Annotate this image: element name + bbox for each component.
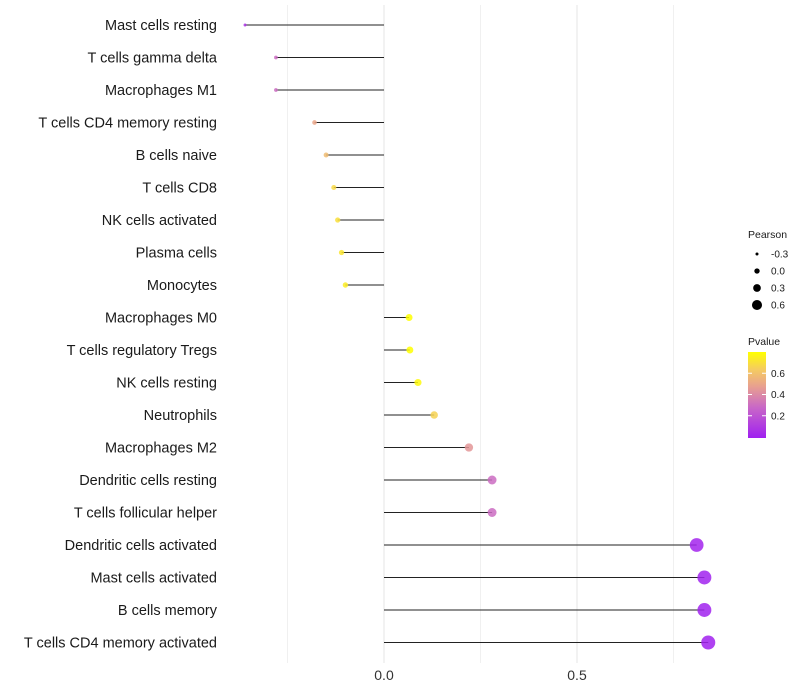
y-tick-label: T cells CD4 memory activated [24,636,217,652]
data-point [405,314,413,321]
y-axis-labels: Mast cells resting T cells gamma delta Mac… [24,18,218,652]
y-tick-label: Plasma cells [136,246,217,262]
y-tick-label: B cells naive [136,148,217,164]
legend-title-pearson: Pearson [748,229,787,241]
y-tick-label: B cells memory [118,603,218,619]
legend-size-key [754,268,760,274]
y-tick-label: T cells CD8 [142,181,217,197]
data-point [323,152,329,158]
data-point [312,120,317,125]
data-point [274,88,278,92]
data-point [487,475,497,485]
y-tick-label: Macrophages M2 [105,441,217,457]
data-point [406,346,414,354]
y-tick-label: T cells gamma delta [88,51,218,67]
colorbar-label: 0.6 [771,369,785,380]
data-point [414,378,422,387]
y-tick-label: Macrophages M1 [105,83,217,99]
data-point [338,249,345,256]
y-tick-label: Mast cells resting [105,18,217,34]
colorbar [748,352,766,438]
y-tick-label: T cells follicular helper [74,506,217,522]
x-tick-label: 0.5 [567,667,587,683]
data-point [689,538,704,552]
data-point [331,184,337,191]
x-tick-label: 0.0 [374,667,394,683]
legend: Pearson -0.3 0.0 0.3 0.6 Pvalue 0.6 0.4 0.2 [748,229,789,438]
legend-size-label: 0.3 [771,284,785,295]
y-tick-label: Mast cells activated [90,571,217,587]
y-tick-label: Dendritic cells resting [79,473,217,489]
data-point [487,508,497,517]
legend-title-pvalue: Pvalue [748,336,780,348]
legend-size-key [751,299,763,311]
y-tick-label: Neutrophils [144,408,217,424]
y-tick-label: NK cells resting [116,376,217,392]
y-tick-label: T cells regulatory Tregs [67,343,217,359]
colorbar-label: 0.4 [771,390,785,401]
colorbar-label: 0.2 [771,411,785,422]
data-point [701,635,716,650]
legend-size-key [753,284,761,292]
y-tick-label: Macrophages M0 [105,311,217,327]
stems [245,24,709,644]
data-point [243,23,247,27]
data-point [342,282,349,288]
data-point [274,55,278,60]
legend-size-label: 0.6 [771,301,785,312]
y-tick-label: NK cells activated [102,213,217,229]
x-axis-ticks: 0.0 0.5 [374,667,587,683]
data-point [697,570,712,585]
legend-size-label: 0.0 [771,267,785,278]
data-point [335,217,341,223]
legend-size-label: -0.3 [771,250,789,261]
data-point [464,443,474,452]
legend-size-key [755,252,759,256]
data-point [697,603,712,617]
points [243,23,716,650]
grid-lines [287,5,674,663]
y-tick-label: Dendritic cells activated [65,538,217,554]
y-tick-label: T cells CD4 memory resting [38,116,217,132]
y-tick-label: Monocytes [147,278,217,294]
data-point [430,411,438,419]
